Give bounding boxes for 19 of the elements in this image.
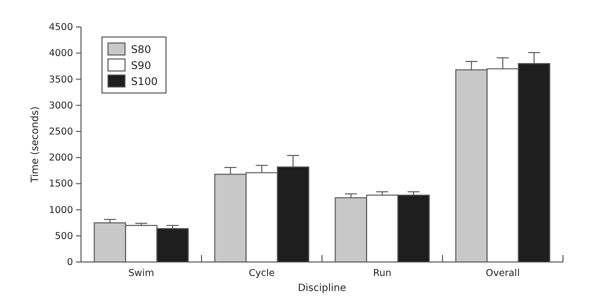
y-tick-label: 4000 bbox=[48, 48, 73, 60]
y-tick-label: 3500 bbox=[48, 74, 73, 86]
x-tick-label: Overall bbox=[486, 268, 520, 279]
legend-label: S80 bbox=[131, 44, 152, 56]
y-tick-label: 4500 bbox=[48, 22, 73, 34]
y-tick-label: 2500 bbox=[48, 126, 73, 138]
y-tick-label: 1500 bbox=[48, 178, 73, 190]
x-axis-title: Discipline bbox=[298, 283, 346, 294]
x-tick-label: Cycle bbox=[248, 268, 275, 279]
y-tick-label: 0 bbox=[66, 257, 73, 268]
legend-label: S90 bbox=[131, 60, 152, 72]
legend-label: S100 bbox=[131, 76, 158, 88]
y-axis-title: Time (seconds) bbox=[30, 106, 41, 184]
y-tick-label: 1000 bbox=[48, 204, 73, 216]
x-tick-label: Run bbox=[373, 268, 392, 279]
y-tick-label: 500 bbox=[54, 230, 73, 242]
x-tick-label: Swim bbox=[128, 268, 154, 279]
y-tick-label: 3000 bbox=[48, 100, 73, 112]
y-tick-label: 2000 bbox=[48, 152, 73, 164]
